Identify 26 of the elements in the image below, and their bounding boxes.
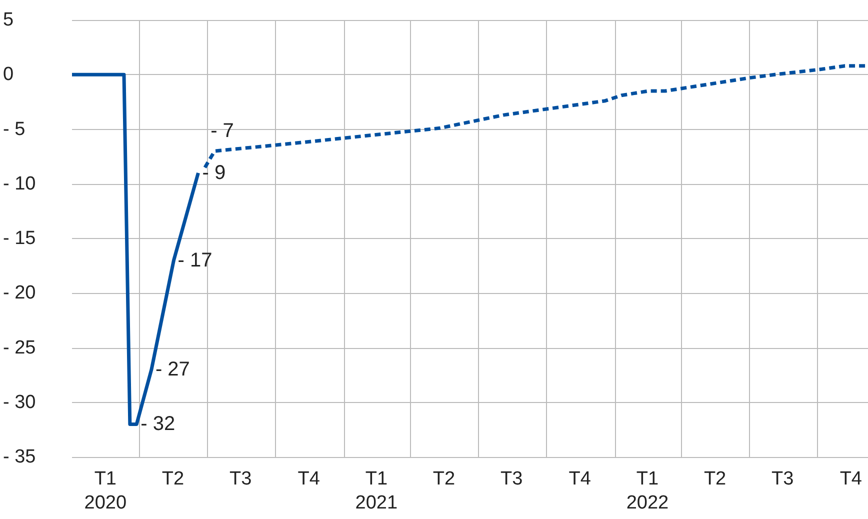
data-label: - 27 <box>155 358 190 381</box>
x-tick-label: T2 <box>162 468 184 490</box>
x-tick-label: T4 <box>298 468 320 490</box>
y-tick-label: - 25 <box>3 337 36 358</box>
x-tick-label: T3 <box>500 468 523 490</box>
x-tick-label: T1 2021 <box>355 468 398 514</box>
y-tick-label: - 30 <box>3 392 36 413</box>
data-label: - 32 <box>140 413 176 436</box>
x-tick-label: T3 <box>772 468 794 490</box>
x-tick-label: T1 2020 <box>84 468 127 514</box>
y-tick-label: 5 <box>3 10 14 30</box>
data-label: - 7 <box>210 120 234 142</box>
x-tick-label: T4 <box>840 468 862 490</box>
y-tick-label: 0 <box>3 64 14 86</box>
data-label: - 9 <box>202 162 226 184</box>
x-tick-label: T2 <box>704 468 726 490</box>
x-tick-label: T2 <box>432 468 456 490</box>
y-tick-label: - 15 <box>3 228 36 249</box>
x-tick-label: T1 2022 <box>626 468 669 514</box>
data-label: - 17 <box>178 249 212 272</box>
x-tick-label: T3 <box>229 468 252 490</box>
y-tick-label: - 5 <box>3 118 26 140</box>
y-tick-label: - 20 <box>3 282 36 304</box>
y-tick-label: - 35 <box>3 446 36 468</box>
x-tick-label: T4 <box>568 468 592 490</box>
y-tick-label: - 10 <box>3 173 36 194</box>
